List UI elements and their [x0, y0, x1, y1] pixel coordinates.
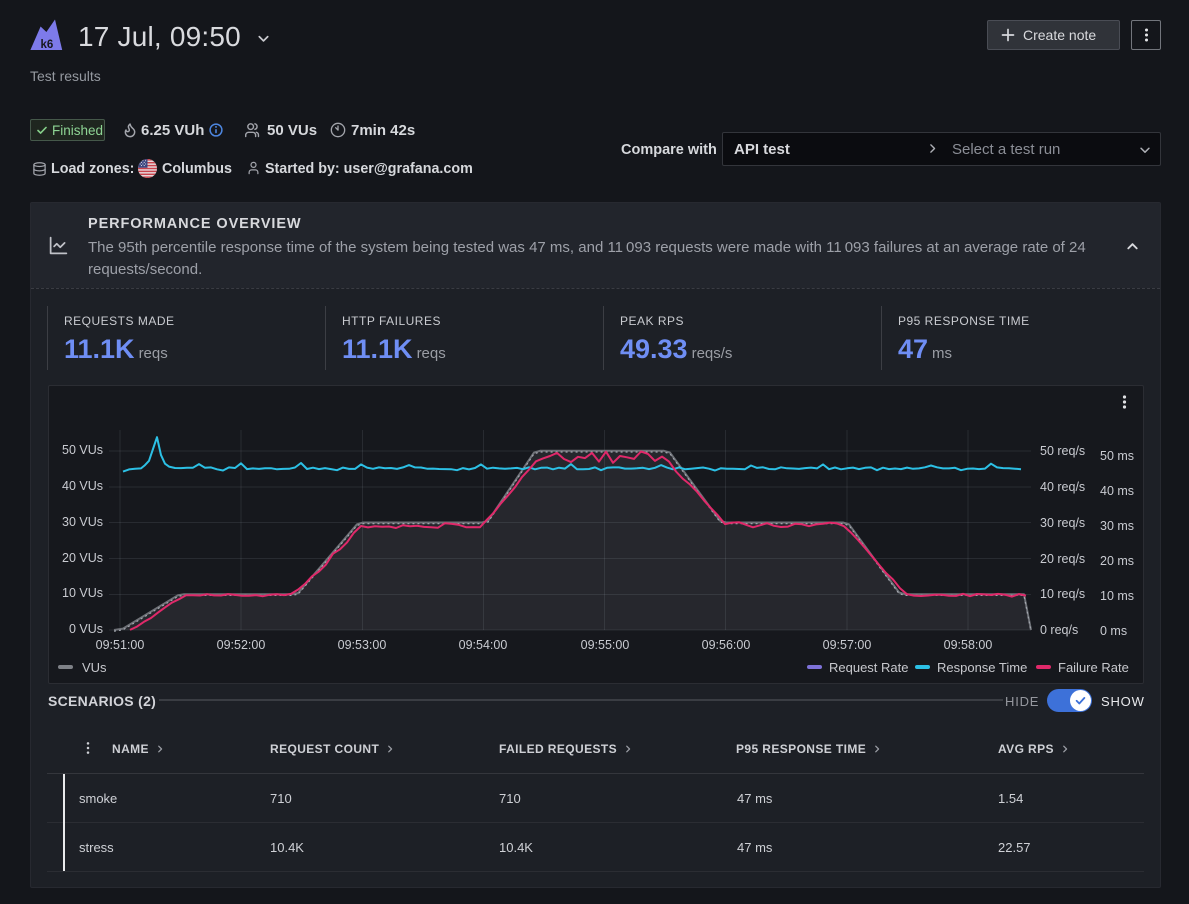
svg-text:k6: k6 [41, 39, 54, 51]
